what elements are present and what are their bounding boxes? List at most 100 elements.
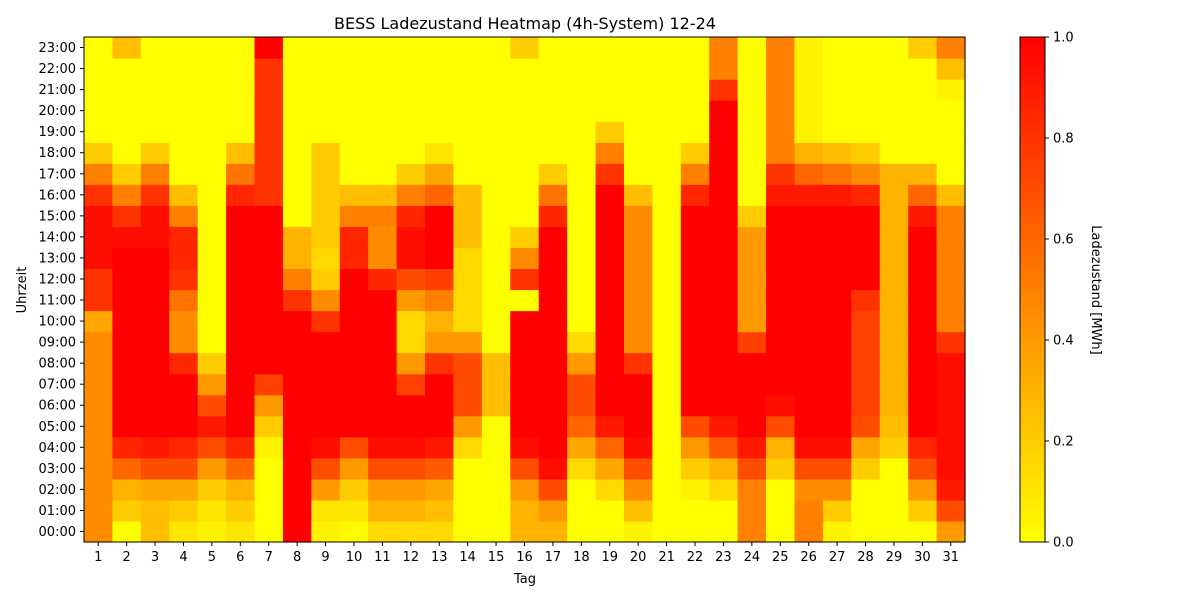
heatmap-cell bbox=[112, 268, 142, 291]
heatmap-cell bbox=[623, 520, 653, 543]
heatmap-cell bbox=[84, 37, 114, 59]
heatmap-cell bbox=[339, 310, 369, 333]
heatmap-cell bbox=[879, 184, 909, 206]
heatmap-cell bbox=[737, 268, 767, 291]
heatmap-cell bbox=[794, 37, 824, 59]
heatmap-cell bbox=[112, 247, 142, 270]
heatmap-cell bbox=[254, 226, 284, 249]
heatmap-cell bbox=[510, 184, 540, 206]
heatmap-cell bbox=[623, 142, 653, 164]
heatmap-cell bbox=[140, 268, 170, 291]
heatmap-cell bbox=[709, 247, 739, 270]
heatmap-cell bbox=[623, 268, 653, 291]
heatmap-cell bbox=[908, 436, 938, 459]
heatmap-cell bbox=[908, 247, 938, 270]
heatmap-cell bbox=[680, 142, 710, 164]
heatmap-cell bbox=[396, 478, 426, 501]
heatmap-cell bbox=[396, 100, 426, 122]
heatmap-cell bbox=[84, 436, 114, 459]
heatmap-cell bbox=[822, 457, 852, 480]
heatmap-cell bbox=[794, 310, 824, 333]
heatmap-cell bbox=[737, 226, 767, 249]
heatmap-cell bbox=[140, 436, 170, 459]
heatmap-cell bbox=[822, 520, 852, 543]
heatmap-cell bbox=[481, 100, 511, 122]
heatmap-cell bbox=[936, 310, 966, 333]
heatmap-cell bbox=[623, 184, 653, 206]
heatmap-cell bbox=[794, 142, 824, 164]
heatmap-cell bbox=[425, 436, 455, 459]
heatmap-cell bbox=[311, 79, 341, 101]
heatmap-cell bbox=[595, 37, 625, 59]
heatmap-cell bbox=[680, 520, 710, 543]
heatmap-cell bbox=[766, 268, 796, 291]
heatmap-cell bbox=[680, 226, 710, 249]
heatmap-cell bbox=[879, 226, 909, 249]
heatmap-cell bbox=[339, 79, 369, 101]
heatmap-cell bbox=[623, 394, 653, 417]
heatmap-cell bbox=[652, 352, 682, 375]
heatmap-cell bbox=[652, 478, 682, 501]
heatmap-cell bbox=[766, 163, 796, 185]
heatmap-cell bbox=[652, 100, 682, 122]
heatmap-cell bbox=[169, 436, 199, 459]
heatmap-cell bbox=[538, 205, 568, 227]
heatmap-cell bbox=[481, 310, 511, 333]
heatmap-cell bbox=[453, 310, 483, 333]
heatmap-cell bbox=[510, 478, 540, 501]
y-tick-label: 18:00 bbox=[39, 146, 76, 161]
heatmap-cell bbox=[453, 163, 483, 185]
heatmap-cell bbox=[510, 289, 540, 312]
heatmap-cell bbox=[737, 163, 767, 185]
heatmap-cell bbox=[879, 310, 909, 333]
heatmap-cell bbox=[339, 226, 369, 249]
heatmap-cell bbox=[282, 478, 312, 501]
heatmap-cell bbox=[197, 352, 227, 375]
heatmap-cell bbox=[339, 415, 369, 438]
heatmap-cell bbox=[226, 289, 256, 312]
heatmap-cell bbox=[112, 478, 142, 501]
heatmap-cell bbox=[112, 436, 142, 459]
heatmap-cell bbox=[84, 205, 114, 227]
heatmap-cell bbox=[623, 205, 653, 227]
heatmap-cell bbox=[282, 121, 312, 143]
heatmap-cell bbox=[623, 37, 653, 59]
heatmap-cell bbox=[425, 520, 455, 543]
heatmap-cell bbox=[737, 142, 767, 164]
heatmap-cell bbox=[226, 226, 256, 249]
heatmap-cell bbox=[567, 310, 597, 333]
heatmap-cell bbox=[368, 121, 398, 143]
heatmap-cell bbox=[112, 415, 142, 438]
heatmap-cell bbox=[822, 352, 852, 375]
heatmap-cell bbox=[112, 205, 142, 227]
heatmap-cell bbox=[595, 394, 625, 417]
heatmap-cell bbox=[112, 457, 142, 480]
heatmap-cell bbox=[595, 268, 625, 291]
heatmap-cell bbox=[425, 100, 455, 122]
heatmap-cell bbox=[425, 226, 455, 249]
heatmap-cell bbox=[567, 58, 597, 80]
heatmap-cell bbox=[453, 58, 483, 80]
heatmap-cell bbox=[453, 247, 483, 270]
heatmap-cell bbox=[623, 415, 653, 438]
heatmap-cell bbox=[737, 184, 767, 206]
heatmap-cell bbox=[368, 478, 398, 501]
heatmap-cell bbox=[481, 331, 511, 354]
x-axis-ticks: 1 2 3 4 5 6 7 8 9 10 11 12 13 14 15 16 17 18 19 20 21 22 23 24 2… bbox=[94, 542, 959, 565]
heatmap-cell bbox=[112, 79, 142, 101]
heatmap-cell bbox=[595, 100, 625, 122]
heatmap-cell bbox=[908, 499, 938, 522]
heatmap-cell bbox=[709, 373, 739, 396]
x-tick-label: 16 bbox=[516, 550, 533, 565]
heatmap-cell bbox=[197, 163, 227, 185]
heatmap-cell bbox=[481, 163, 511, 185]
heatmap-cell bbox=[311, 121, 341, 143]
heatmap-cell bbox=[453, 436, 483, 459]
heatmap-cell bbox=[481, 247, 511, 270]
heatmap-cell bbox=[851, 373, 881, 396]
heatmap-cell bbox=[510, 205, 540, 227]
heatmap-cell bbox=[425, 478, 455, 501]
heatmap-cell bbox=[311, 520, 341, 543]
heatmap-cell bbox=[851, 142, 881, 164]
heatmap-cell bbox=[538, 79, 568, 101]
